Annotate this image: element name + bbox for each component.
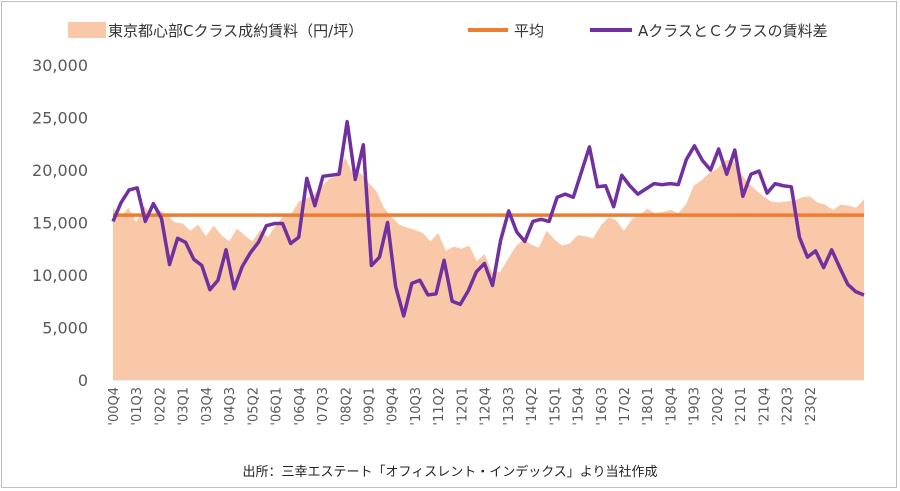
x-tick-label: '07Q3: [316, 387, 331, 426]
legend-label-spread: AクラスとＣクラスの賃料差: [638, 22, 828, 40]
y-tick-label: 25,000: [32, 109, 88, 128]
plot-area: [111, 119, 865, 381]
y-tick-label: 5,000: [42, 319, 88, 338]
x-tick-label: '08Q2: [339, 387, 354, 426]
x-tick-label: '15Q1: [548, 387, 563, 426]
x-tick-label: '02Q2: [153, 387, 168, 426]
x-tick-label: '06Q1: [270, 387, 285, 426]
x-tick-label: '01Q3: [130, 387, 145, 426]
x-tick-label: '14Q2: [525, 387, 540, 426]
x-tick-label: '20Q2: [711, 387, 726, 426]
y-tick-label: 15,000: [32, 214, 88, 233]
y-axis-ticks: 30,000 25,000 20,000 15,000 10,000 5,000 0: [32, 56, 88, 390]
area-series-c-class-rent: [113, 157, 864, 380]
x-tick-label: '19Q3: [688, 387, 703, 426]
x-tick-label: '21Q4: [757, 387, 772, 426]
x-axis-ticks: '00Q4 '01Q3 '02Q2 '03Q1 '03Q4 '04Q3 '05Q2 '06Q1…: [107, 387, 819, 426]
x-tick-label: '12Q1: [455, 387, 470, 426]
x-tick-label: '18Q1: [641, 387, 656, 426]
x-tick-label: '12Q4: [479, 387, 494, 426]
legend-swatch-area: [68, 22, 106, 38]
line-series-a-c-spread: [111, 119, 865, 318]
y-tick-label: 10,000: [32, 266, 88, 285]
y-tick-label: 20,000: [32, 161, 88, 180]
x-tick-label: '09Q1: [362, 387, 377, 426]
x-tick-label: '09Q4: [386, 387, 401, 426]
x-tick-label: '21Q1: [734, 387, 749, 426]
x-tick-label: '22Q3: [781, 387, 796, 426]
y-tick-label: 30,000: [32, 56, 88, 75]
x-tick-label: '06Q4: [293, 387, 308, 426]
x-tick-label: '03Q1: [177, 387, 192, 426]
x-tick-label: '18Q4: [664, 387, 679, 426]
x-tick-label: '17Q2: [618, 387, 633, 426]
x-tick-label: '00Q4: [107, 387, 122, 426]
x-tick-label: '15Q4: [572, 387, 587, 426]
x-tick-label: '03Q4: [200, 387, 215, 426]
x-tick-label: '16Q3: [595, 387, 610, 426]
x-tick-label: '05Q2: [246, 387, 261, 426]
x-tick-label: '04Q3: [223, 387, 238, 426]
legend: 東京都心部Cクラス成約賃料（円/坪） 平均 AクラスとＣクラスの賃料差: [68, 22, 828, 40]
x-tick-label: '10Q3: [409, 387, 424, 426]
source-note: 出所：三幸エステート「オフィスレント・インデックス」より当社作成: [242, 464, 657, 480]
x-tick-label: '13Q3: [502, 387, 517, 426]
x-tick-label: '11Q2: [432, 387, 447, 426]
x-tick-label: '23Q2: [804, 387, 819, 426]
legend-label-area: 東京都心部Cクラス成約賃料（円/坪）: [108, 22, 363, 40]
legend-label-average: 平均: [514, 22, 544, 40]
y-tick-label: 0: [78, 371, 88, 390]
